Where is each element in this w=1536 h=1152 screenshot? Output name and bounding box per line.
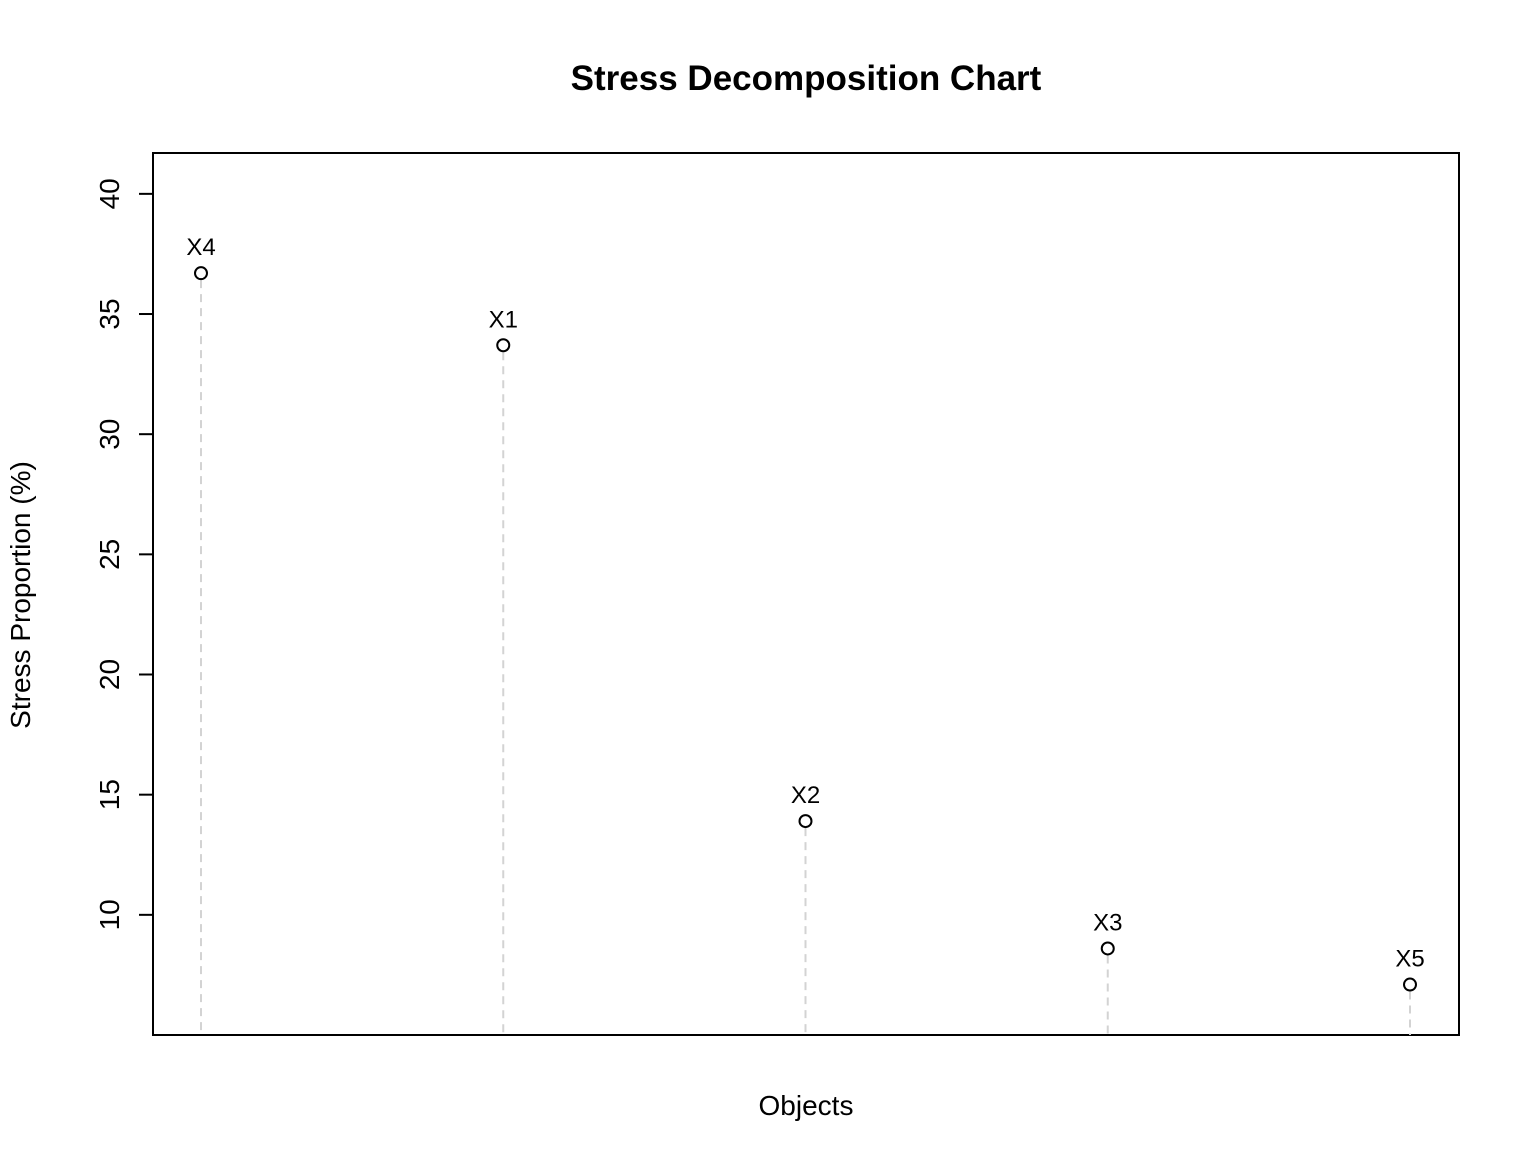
data-point: [1100, 941, 1115, 956]
data-point: [798, 814, 813, 829]
point-label: X3: [1093, 909, 1122, 936]
data-points: [194, 266, 1417, 992]
y-tick-label: 15: [94, 779, 125, 810]
y-tick-label: 30: [94, 419, 125, 450]
x-axis-label: Objects: [759, 1090, 854, 1121]
point-label: X4: [186, 234, 215, 261]
data-point: [1403, 977, 1417, 992]
y-tick-label: 25: [94, 539, 125, 570]
y-tick-label: 40: [94, 178, 125, 209]
y-tick-label: 20: [94, 659, 125, 690]
data-point: [496, 338, 511, 353]
data-point: [194, 266, 208, 281]
point-label: X5: [1395, 946, 1424, 973]
point-labels: X4 X1 X2 X3 X5: [186, 234, 1424, 972]
plot-frame: [152, 152, 1460, 1036]
drop-lines: [200, 280, 1411, 1035]
y-tick-label: 35: [94, 298, 125, 329]
y-axis-label: Stress Proportion (%): [5, 461, 36, 729]
y-axis: 10 15 20 25 30 35 40: [94, 178, 153, 930]
point-label: X2: [791, 782, 820, 809]
point-label: X1: [489, 306, 518, 333]
y-tick-label: 10: [94, 899, 125, 930]
chart-title: Stress Decomposition Chart: [571, 59, 1042, 98]
